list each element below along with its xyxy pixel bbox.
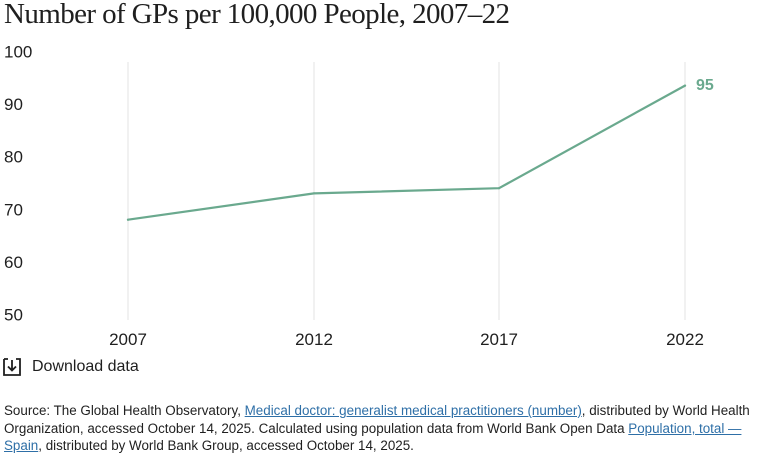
series-line-0: [126, 84, 687, 221]
source-suffix: , distributed by World Bank Group, acces…: [38, 438, 414, 453]
line-chart: 100 90 80 70 60 50 2007 2012 2017 2022 95: [4, 42, 714, 349]
x-axis-ticks: 2007 2012 2017 2022: [109, 330, 704, 349]
download-data-button[interactable]: Download data: [2, 356, 139, 378]
x-tick-2017: 2017: [480, 330, 518, 349]
download-icon: [2, 357, 22, 377]
data-point-2007: [126, 218, 130, 221]
x-tick-2022: 2022: [666, 330, 704, 349]
y-tick-80: 80: [4, 148, 23, 167]
end-value-label: 95: [696, 77, 714, 94]
y-axis-ticks: 100 90 80 70 60 50: [4, 42, 32, 324]
source-prefix: Source: The Global Health Observatory,: [4, 403, 245, 418]
download-label: Download data: [32, 358, 139, 375]
gridlines: [127, 62, 686, 320]
data-point-2017: [497, 187, 501, 190]
source-link-population[interactable]: Population, total — Spain: [4, 420, 742, 454]
source-mid: , distributed by World Health Organizati…: [4, 403, 750, 436]
y-tick-100: 100: [4, 42, 32, 61]
y-tick-60: 60: [4, 253, 23, 272]
chart-title: Number of GPs per 100,000 People, 2007–2…: [4, 0, 510, 30]
data-point-2022: [683, 84, 687, 87]
x-tick-2012: 2012: [295, 330, 333, 349]
source-note: Source: The Global Health Observatory, M…: [4, 402, 776, 455]
y-tick-50: 50: [4, 305, 23, 324]
plot-area: 95: [126, 77, 714, 221]
source-link-gp[interactable]: Medical doctor: generalist medical pract…: [244, 403, 582, 418]
data-point-2012: [312, 192, 316, 195]
x-tick-2007: 2007: [109, 330, 147, 349]
y-tick-70: 70: [4, 200, 23, 219]
y-tick-90: 90: [4, 95, 23, 114]
